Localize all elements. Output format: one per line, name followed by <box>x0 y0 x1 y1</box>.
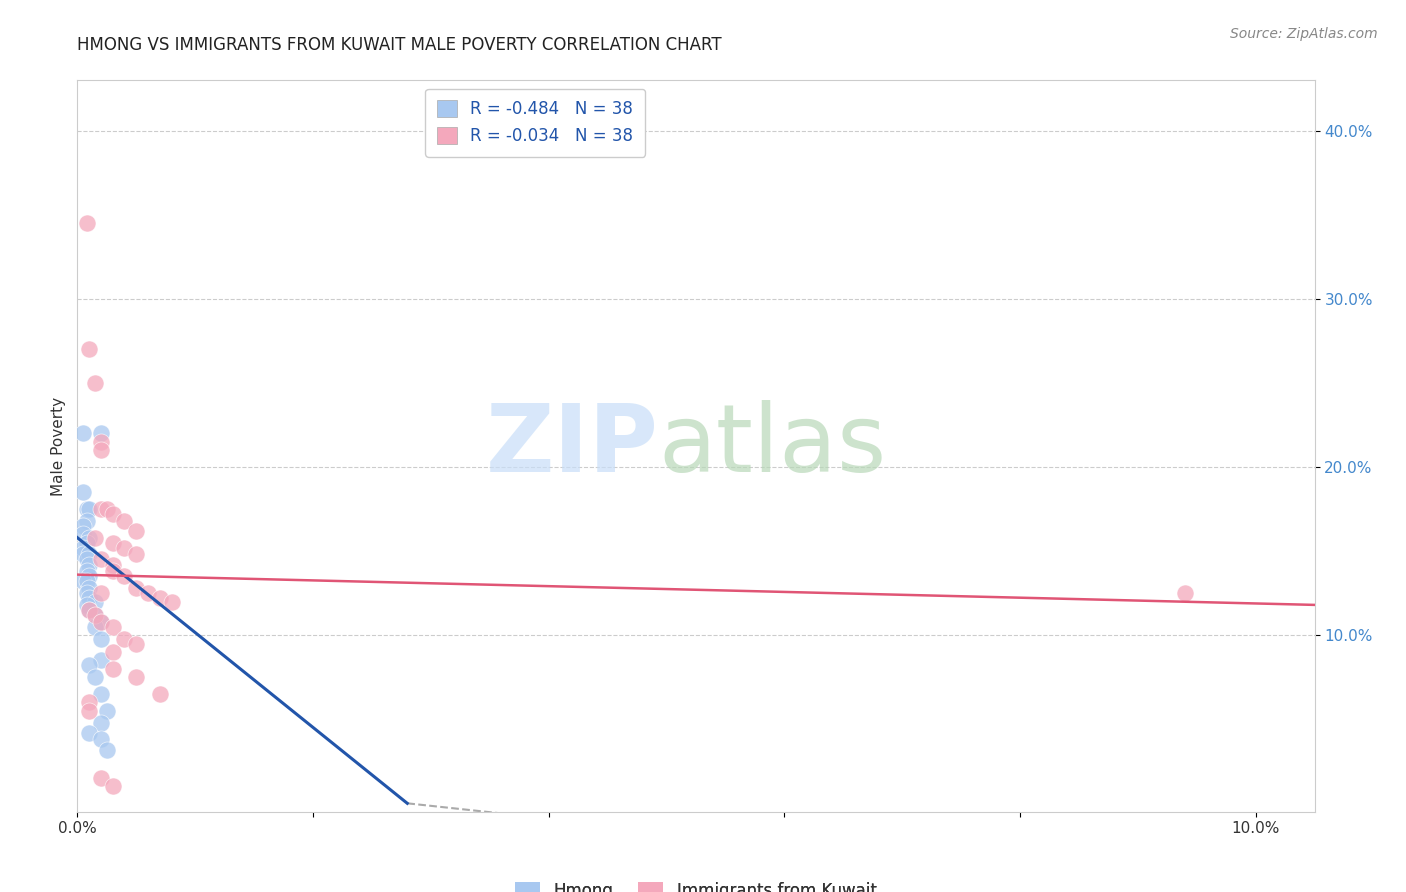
Point <box>84 376 107 390</box>
Point <box>90 732 112 747</box>
Point <box>96 502 118 516</box>
Point <box>76 514 98 528</box>
Point <box>90 615 112 629</box>
Point <box>76 574 98 589</box>
Point <box>77 502 100 516</box>
Point <box>77 569 100 583</box>
Point <box>90 771 112 785</box>
Point <box>96 704 118 718</box>
Point <box>84 620 107 634</box>
Point <box>84 594 107 608</box>
Point <box>77 603 100 617</box>
Point <box>72 426 94 441</box>
Point <box>77 558 100 572</box>
Point <box>72 527 94 541</box>
Point <box>77 581 100 595</box>
Text: ZIP: ZIP <box>486 400 659 492</box>
Point <box>90 653 112 667</box>
Point <box>72 548 94 562</box>
Legend: Hmong, Immigrants from Kuwait: Hmong, Immigrants from Kuwait <box>509 875 883 892</box>
Point <box>76 502 98 516</box>
Point <box>77 658 100 673</box>
Point <box>77 343 100 357</box>
Point <box>76 552 98 566</box>
Point <box>125 581 148 595</box>
Point <box>90 715 112 730</box>
Text: HMONG VS IMMIGRANTS FROM KUWAIT MALE POVERTY CORRELATION CHART: HMONG VS IMMIGRANTS FROM KUWAIT MALE POV… <box>77 36 721 54</box>
Point <box>125 670 148 684</box>
Point <box>96 742 118 756</box>
Point <box>90 552 112 566</box>
Point <box>76 598 98 612</box>
Point <box>84 607 107 622</box>
Point <box>76 586 98 600</box>
Point <box>77 603 100 617</box>
Point <box>72 541 94 555</box>
Point <box>77 704 100 718</box>
Point <box>76 535 98 549</box>
Point <box>90 687 112 701</box>
Point <box>101 645 124 659</box>
Point <box>136 586 159 600</box>
Point <box>1174 586 1197 600</box>
Point <box>101 780 124 794</box>
Point <box>90 615 112 629</box>
Y-axis label: Male Poverty: Male Poverty <box>51 396 66 496</box>
Point <box>77 591 100 606</box>
Point <box>160 594 183 608</box>
Point <box>101 620 124 634</box>
Text: atlas: atlas <box>659 400 887 492</box>
Point <box>76 564 98 578</box>
Point <box>72 574 94 589</box>
Point <box>114 541 136 555</box>
Point <box>90 426 112 441</box>
Point <box>101 662 124 676</box>
Point <box>84 607 107 622</box>
Point <box>101 564 124 578</box>
Point <box>114 632 136 646</box>
Point <box>90 502 112 516</box>
Point <box>149 591 172 606</box>
Point <box>72 485 94 500</box>
Point <box>90 632 112 646</box>
Point <box>101 535 124 549</box>
Point <box>90 434 112 449</box>
Point <box>77 531 100 545</box>
Point <box>125 548 148 562</box>
Point <box>84 670 107 684</box>
Point <box>90 443 112 458</box>
Point <box>84 531 107 545</box>
Point <box>125 524 148 538</box>
Point <box>114 514 136 528</box>
Point <box>125 636 148 650</box>
Point <box>101 507 124 521</box>
Point <box>149 687 172 701</box>
Point <box>77 725 100 739</box>
Point <box>114 569 136 583</box>
Point <box>101 558 124 572</box>
Point <box>72 519 94 533</box>
Point <box>76 216 98 230</box>
Point <box>90 586 112 600</box>
Point <box>77 695 100 709</box>
Point <box>77 548 100 562</box>
Text: Source: ZipAtlas.com: Source: ZipAtlas.com <box>1230 27 1378 41</box>
